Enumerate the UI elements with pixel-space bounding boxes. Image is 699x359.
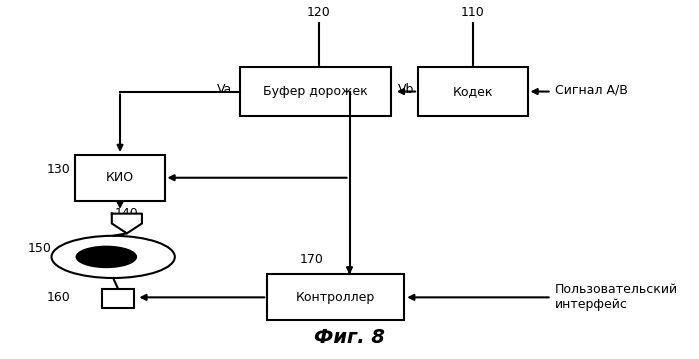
Text: Кодек: Кодек xyxy=(452,85,493,98)
Text: Va: Va xyxy=(217,83,231,96)
Ellipse shape xyxy=(52,236,175,278)
Text: Буфер дорожек: Буфер дорожек xyxy=(263,85,368,98)
Bar xyxy=(240,67,391,116)
Text: 130: 130 xyxy=(47,163,70,176)
Bar xyxy=(418,67,528,116)
Text: 110: 110 xyxy=(461,6,484,19)
Text: Пользовательский
интерфейс: Пользовательский интерфейс xyxy=(555,283,678,311)
Text: 120: 120 xyxy=(307,6,331,19)
Polygon shape xyxy=(112,214,142,233)
Text: 150: 150 xyxy=(28,242,52,255)
Text: Фиг. 8: Фиг. 8 xyxy=(314,328,385,347)
Text: Сигнал А/В: Сигнал А/В xyxy=(555,83,628,96)
Text: Vb: Vb xyxy=(398,83,415,96)
Text: КИО: КИО xyxy=(106,171,134,184)
Bar xyxy=(267,275,404,320)
Text: 160: 160 xyxy=(47,292,70,304)
Bar xyxy=(75,155,164,201)
Bar xyxy=(101,289,134,308)
Text: 170: 170 xyxy=(300,253,324,266)
Ellipse shape xyxy=(75,246,137,268)
Text: Контроллер: Контроллер xyxy=(296,291,375,304)
Text: 140: 140 xyxy=(115,207,138,220)
